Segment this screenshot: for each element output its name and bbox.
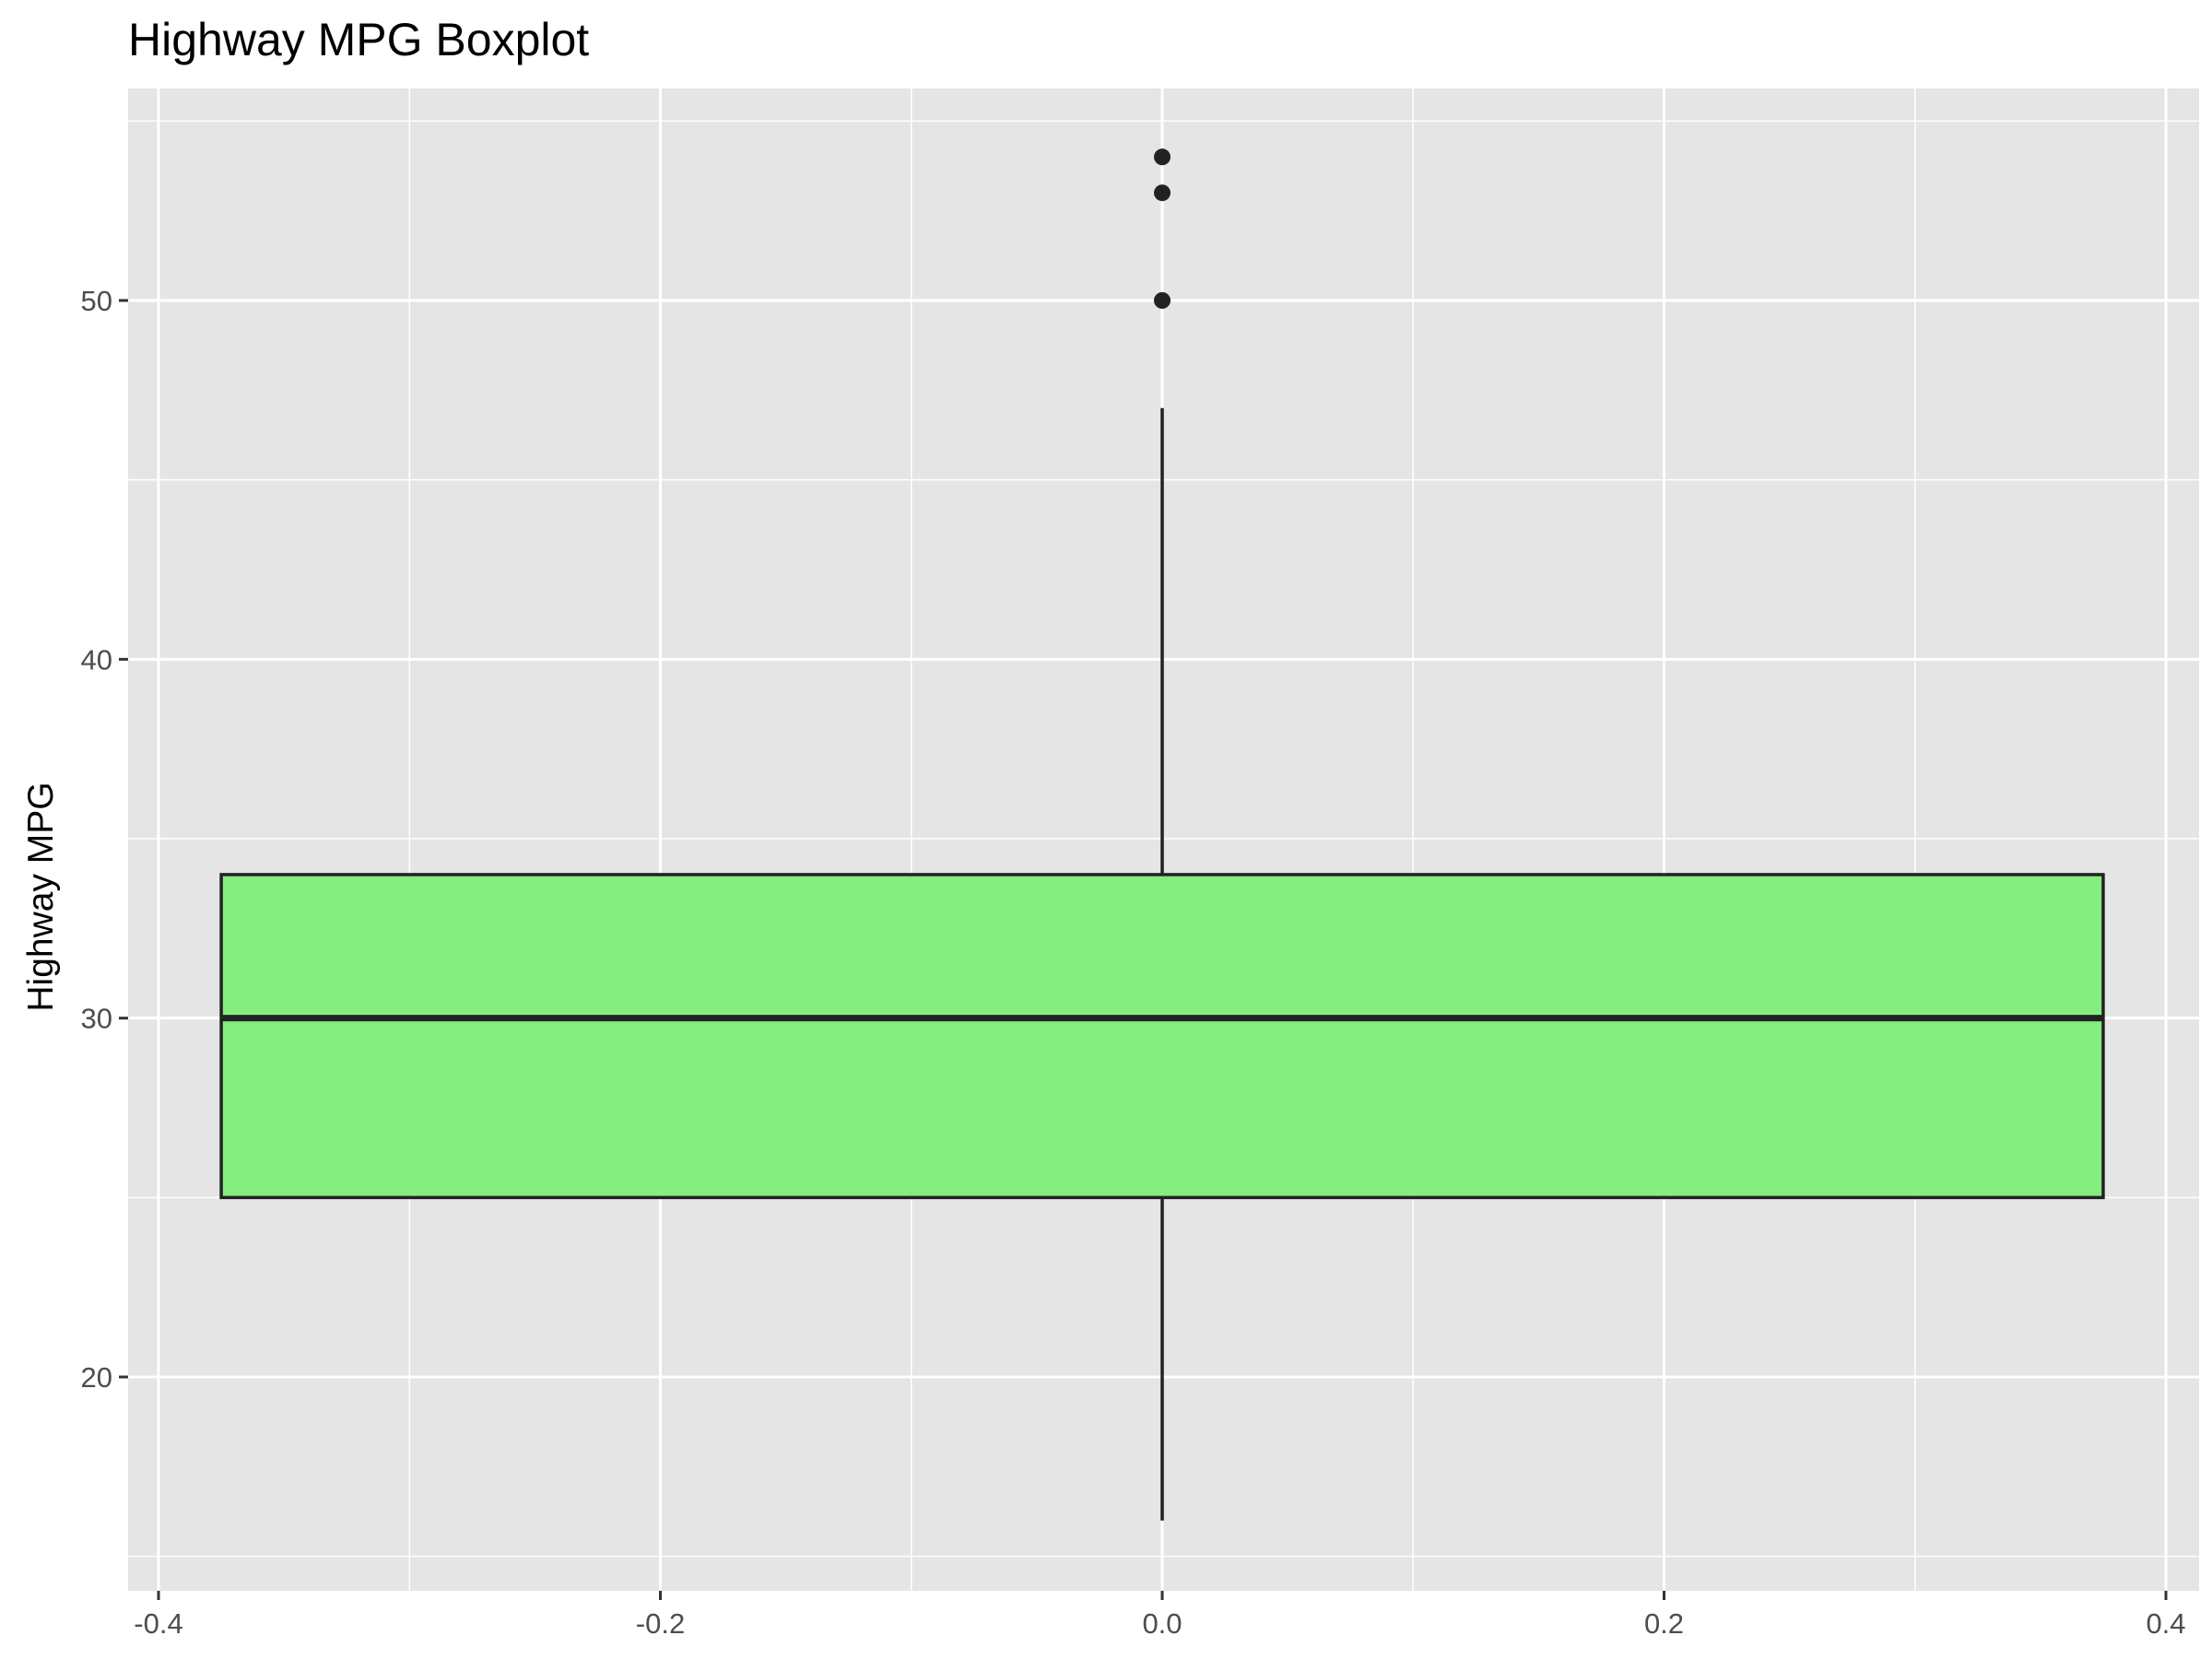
outlier-point: [1154, 292, 1171, 309]
box-marks: [219, 148, 2105, 1521]
x-tick-label: -0.2: [636, 1607, 685, 1640]
axis-tick-labels: -0.4 -0.2 0.0 0.2 0.4 20 30 40 50: [81, 285, 2186, 1640]
outlier-point: [1154, 184, 1171, 202]
y-tick-label: 30: [81, 1003, 112, 1035]
x-tick-label: 0.4: [2146, 1607, 2185, 1640]
x-tick-label: 0.2: [1644, 1607, 1684, 1640]
iqr-box: [219, 873, 2105, 1200]
y-tick-label: 50: [81, 285, 112, 317]
x-tick-label: 0.0: [1142, 1607, 1182, 1640]
axis-ticks: [119, 299, 2168, 1600]
y-axis-label: Highway MPG: [21, 782, 61, 1011]
y-tick-label: 40: [81, 643, 112, 676]
outlier-point: [1154, 148, 1171, 166]
chart-title: Highway MPG Boxplot: [128, 14, 589, 65]
y-tick-label: 20: [81, 1361, 112, 1394]
x-tick-label: -0.4: [134, 1607, 182, 1640]
